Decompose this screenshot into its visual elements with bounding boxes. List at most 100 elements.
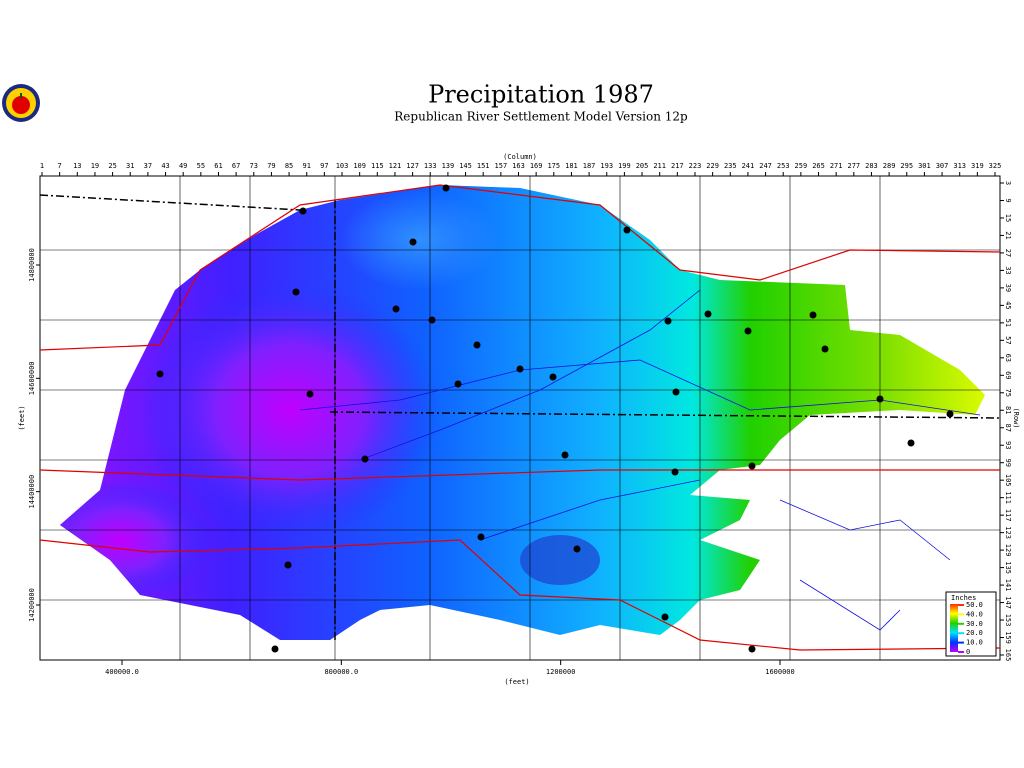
column-tick-label: 241 [742,162,755,170]
column-tick-label: 259 [795,162,808,170]
column-tick-label: 103 [336,162,349,170]
row-tick-label: 9 [1004,198,1012,202]
row-tick-label: 75 [1004,389,1012,397]
county-lines [39,176,1001,660]
easting-tick-label: 400000.0 [105,668,139,676]
column-tick-label: 271 [830,162,843,170]
row-tick-label: 117 [1004,509,1012,522]
station-points [156,184,954,653]
column-tick-label: 121 [389,162,402,170]
northing-tick-label: 14600000 [28,361,36,395]
column-tick-label: 73 [250,162,258,170]
northing-tick-label: 14200000 [28,588,36,622]
column-tick-label: 115 [371,162,384,170]
column-tick-label: 139 [442,162,455,170]
row-tick-label: 153 [1004,614,1012,627]
row-axis-label: (Row) [1012,407,1020,428]
column-tick-label: 325 [989,162,1002,170]
row-tick-label: 93 [1004,441,1012,449]
row-tick-label: 147 [1004,596,1012,609]
column-tick-label: 199 [618,162,631,170]
northing-axis-label: (feet) [18,405,26,430]
legend-label: 40.0 [966,610,983,618]
column-tick-label: 229 [706,162,719,170]
title: Precipitation 1987 [428,81,654,109]
column-tick-label: 37 [144,162,152,170]
legend: Inches 50.040.0 30.020.0 10.00 [945,591,997,657]
column-tick-label: 61 [214,162,222,170]
column-tick-label: 253 [777,162,790,170]
column-tick-label: 49 [179,162,187,170]
column-tick-label: 25 [108,162,116,170]
column-tick-label: 13 [73,162,81,170]
row-tick-label: 165 [1004,649,1012,662]
column-tick-label: 109 [353,162,366,170]
column-tick-label: 31 [126,162,134,170]
column-tick-label: 235 [724,162,737,170]
row-tick-label: 27 [1004,249,1012,257]
row-tick-label: 51 [1004,319,1012,327]
column-tick-label: 85 [285,162,293,170]
column-tick-label: 313 [953,162,966,170]
column-tick-label: 19 [91,162,99,170]
row-tick-label: 69 [1004,371,1012,379]
easting-tick-label: 1600000 [765,668,795,676]
column-tick-label: 163 [512,162,525,170]
row-tick-label: 57 [1004,336,1012,344]
legend-label: 50.0 [966,601,983,609]
column-tick-label: 283 [865,162,878,170]
row-tick-label: 159 [1004,631,1012,644]
legend-bar [950,604,958,652]
northing-tick-label: 14800000 [28,248,36,282]
column-axis-label: (Column) [503,153,537,161]
column-tick-label: 247 [759,162,772,170]
column-tick-label: 67 [232,162,240,170]
legend-label: 20.0 [966,629,983,637]
column-tick-label: 307 [936,162,949,170]
row-tick-label: 87 [1004,424,1012,432]
column-tick-label: 205 [636,162,649,170]
column-tick-label: 265 [812,162,825,170]
row-tick-label: 141 [1004,579,1012,592]
column-tick-label: 43 [161,162,169,170]
column-tick-label: 157 [495,162,508,170]
column-tick-label: 193 [600,162,613,170]
row-tick-label: 39 [1004,284,1012,292]
column-tick-label: 91 [303,162,311,170]
row-tick-label: 105 [1004,474,1012,487]
column-tick-label: 223 [689,162,702,170]
row-tick-label: 111 [1004,491,1012,504]
legend-label: 0 [966,648,970,656]
column-tick-label: 127 [406,162,419,170]
easting-tick-label: 1200000 [546,668,576,676]
row-tick-label: 45 [1004,301,1012,309]
row-tick-label: 81 [1004,406,1012,414]
column-tick-label: 97 [320,162,328,170]
legend-title: Inches [951,594,976,602]
column-tick-label: 55 [197,162,205,170]
logo [2,84,40,122]
subtitle: Republican River Settlement Model Versio… [394,110,688,124]
roads [39,184,1001,651]
row-tick-label: 123 [1004,526,1012,539]
column-tick-label: 169 [530,162,543,170]
column-tick-label: 217 [671,162,684,170]
row-tick-label: 99 [1004,458,1012,466]
legend-label: 10.0 [966,639,983,647]
column-tick-label: 295 [900,162,913,170]
column-tick-label: 145 [459,162,472,170]
column-tick-label: 277 [847,162,860,170]
row-tick-label: 135 [1004,561,1012,574]
easting-axis-label: (feet) [504,678,529,686]
row-tick-label: 129 [1004,544,1012,557]
column-tick-label: 175 [547,162,560,170]
row-tick-label: 63 [1004,354,1012,362]
easting-tick-label: 800000.0 [324,668,358,676]
northing-tick-label: 14400000 [28,475,36,509]
row-tick-label: 33 [1004,266,1012,274]
column-tick-label: 211 [653,162,666,170]
row-tick-label: 21 [1004,231,1012,239]
column-tick-label: 181 [565,162,578,170]
column-tick-label: 151 [477,162,490,170]
